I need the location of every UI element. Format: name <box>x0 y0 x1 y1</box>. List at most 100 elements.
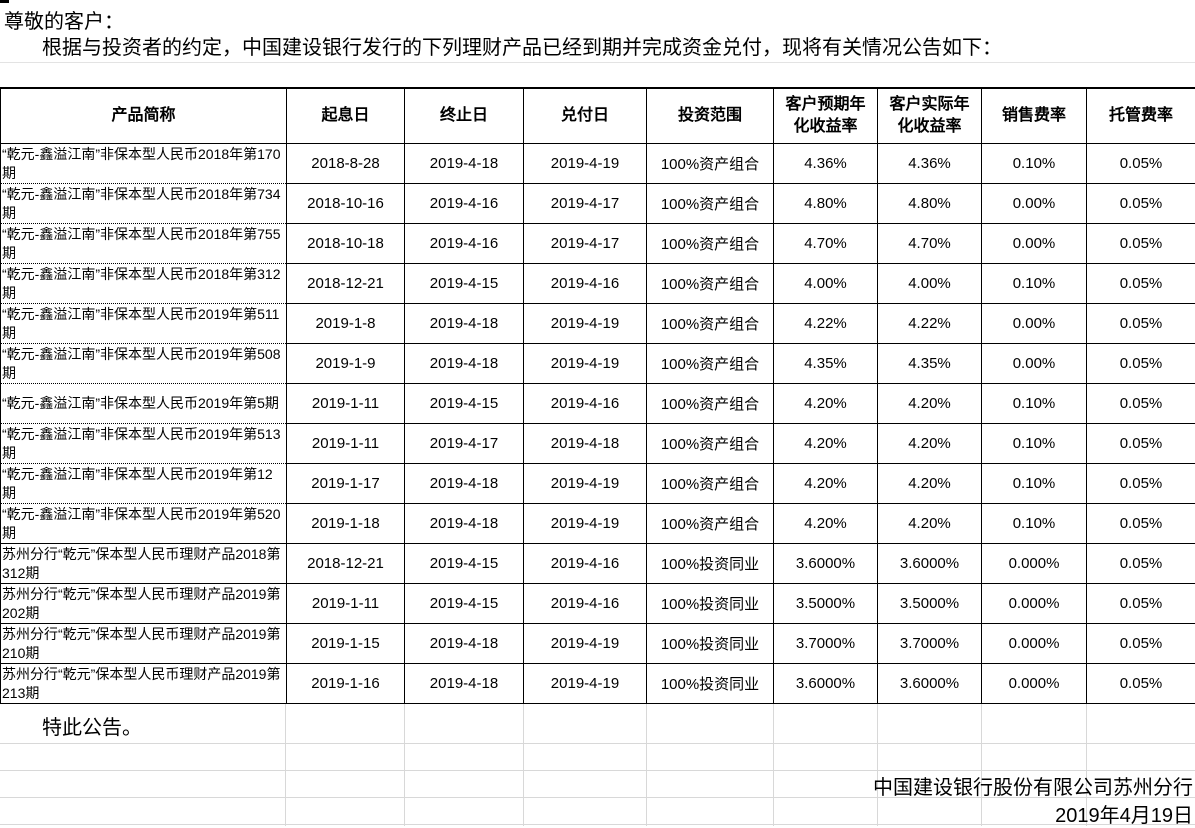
investment-scope-cell: 100%资产组合 <box>647 144 774 184</box>
custody-fee-cell: 0.05% <box>1087 584 1195 624</box>
custody-fee-cell: 0.05% <box>1087 224 1195 264</box>
col-header-actual-yield: 客户实际年 化收益率 <box>878 88 982 144</box>
col-header-custody-fee: 托管费率 <box>1087 88 1195 144</box>
start-date-cell: 2019-1-8 <box>287 304 405 344</box>
expected-yield-cell: 4.20% <box>774 504 878 544</box>
payment-date-cell: 2019-4-17 <box>524 224 647 264</box>
investment-scope-cell: 100%资产组合 <box>647 384 774 424</box>
col-header-payment-date: 兑付日 <box>524 88 647 144</box>
announcement-date: 2019年4月19日 <box>1055 799 1193 828</box>
end-date-cell: 2019-4-15 <box>405 384 524 424</box>
col-header-start-date: 起息日 <box>287 88 405 144</box>
product-name-cell: “乾元-鑫溢江南”非保本型人民币2018年第734期 <box>1 184 287 224</box>
start-date-cell: 2018-12-21 <box>287 544 405 584</box>
gridline <box>0 824 1195 825</box>
start-date-cell: 2019-1-15 <box>287 624 405 664</box>
investment-scope-cell: 100%资产组合 <box>647 184 774 224</box>
end-date-cell: 2019-4-18 <box>405 304 524 344</box>
product-name-cell: “乾元-鑫溢江南”非保本型人民币2018年第755期 <box>1 224 287 264</box>
start-date-cell: 2018-10-16 <box>287 184 405 224</box>
sales-fee-cell: 0.000% <box>982 664 1087 704</box>
actual-yield-cell: 4.20% <box>878 504 982 544</box>
expected-yield-cell: 4.36% <box>774 144 878 184</box>
custody-fee-cell: 0.05% <box>1087 544 1195 584</box>
custody-fee-cell: 0.05% <box>1087 424 1195 464</box>
actual-yield-cell: 4.22% <box>878 304 982 344</box>
custody-fee-cell: 0.05% <box>1087 464 1195 504</box>
sales-fee-cell: 0.10% <box>982 384 1087 424</box>
investment-scope-cell: 100%投资同业 <box>647 584 774 624</box>
expected-yield-cell: 4.22% <box>774 304 878 344</box>
product-name-cell: “乾元-鑫溢江南”非保本型人民币2019年第12期 <box>1 464 287 504</box>
gridline <box>981 704 982 826</box>
investment-scope-cell: 100%资产组合 <box>647 504 774 544</box>
actual-yield-cell: 3.6000% <box>878 544 982 584</box>
actual-yield-cell: 4.20% <box>878 384 982 424</box>
end-date-cell: 2019-4-18 <box>405 464 524 504</box>
sales-fee-cell: 0.000% <box>982 584 1087 624</box>
product-name-cell: “乾元-鑫溢江南”非保本型人民币2018年第312期 <box>1 264 287 304</box>
start-date-cell: 2018-10-18 <box>287 224 405 264</box>
actual-yield-cell: 3.6000% <box>878 664 982 704</box>
end-date-cell: 2019-4-17 <box>405 424 524 464</box>
product-name-cell: “乾元-鑫溢江南”非保本型人民币2019年第508期 <box>1 344 287 384</box>
start-date-cell: 2019-1-11 <box>287 424 405 464</box>
table-header: 产品简称 起息日 终止日 兑付日 投资范围 客户预期年 化收益率 客户实际年 化… <box>1 88 1195 144</box>
payment-date-cell: 2019-4-16 <box>524 264 647 304</box>
expected-yield-cell: 4.20% <box>774 424 878 464</box>
products-table: 产品简称 起息日 终止日 兑付日 投资范围 客户预期年 化收益率 客户实际年 化… <box>0 87 1195 704</box>
custody-fee-cell: 0.05% <box>1087 504 1195 544</box>
end-date-cell: 2019-4-16 <box>405 184 524 224</box>
col-header-product-name: 产品简称 <box>1 88 287 144</box>
sales-fee-cell: 0.10% <box>982 144 1087 184</box>
gridline <box>0 743 1195 744</box>
product-name-cell: 苏州分行“乾元”保本型人民币理财产品2019第210期 <box>1 624 287 664</box>
expected-yield-cell: 4.20% <box>774 464 878 504</box>
header-row: 产品简称 起息日 终止日 兑付日 投资范围 客户预期年 化收益率 客户实际年 化… <box>1 88 1195 144</box>
gridline <box>0 62 1195 63</box>
sales-fee-cell: 0.10% <box>982 464 1087 504</box>
custody-fee-cell: 0.05% <box>1087 144 1195 184</box>
actual-yield-cell: 3.5000% <box>878 584 982 624</box>
end-date-cell: 2019-4-18 <box>405 344 524 384</box>
product-name-cell: “乾元-鑫溢江南”非保本型人民币2019年第513期 <box>1 424 287 464</box>
actual-yield-cell: 4.70% <box>878 224 982 264</box>
end-date-cell: 2019-4-18 <box>405 624 524 664</box>
expected-yield-cell: 3.6000% <box>774 664 878 704</box>
end-date-cell: 2019-4-18 <box>405 144 524 184</box>
product-name-cell: “乾元-鑫溢江南”非保本型人民币2018年第170期 <box>1 144 287 184</box>
investment-scope-cell: 100%资产组合 <box>647 344 774 384</box>
closing-statement: 特此公告。 <box>42 711 142 740</box>
custody-fee-cell: 0.05% <box>1087 184 1195 224</box>
gridline <box>404 704 405 826</box>
payment-date-cell: 2019-4-19 <box>524 664 647 704</box>
end-date-cell: 2019-4-18 <box>405 664 524 704</box>
col-header-investment-scope: 投资范围 <box>647 88 774 144</box>
col-header-expected-yield: 客户预期年 化收益率 <box>774 88 878 144</box>
sales-fee-cell: 0.000% <box>982 624 1087 664</box>
start-date-cell: 2018-8-28 <box>287 144 405 184</box>
payment-date-cell: 2019-4-19 <box>524 624 647 664</box>
payment-date-cell: 2019-4-18 <box>524 424 647 464</box>
end-date-cell: 2019-4-15 <box>405 584 524 624</box>
expected-yield-cell: 4.35% <box>774 344 878 384</box>
payment-date-cell: 2019-4-19 <box>524 304 647 344</box>
start-date-cell: 2019-1-11 <box>287 384 405 424</box>
issuer-signature: 中国建设银行股份有限公司苏州分行 <box>873 771 1193 800</box>
investment-scope-cell: 100%投资同业 <box>647 664 774 704</box>
gridline <box>285 704 286 826</box>
investment-scope-cell: 100%资产组合 <box>647 264 774 304</box>
investment-scope-cell: 100%资产组合 <box>647 424 774 464</box>
actual-yield-cell: 4.00% <box>878 264 982 304</box>
